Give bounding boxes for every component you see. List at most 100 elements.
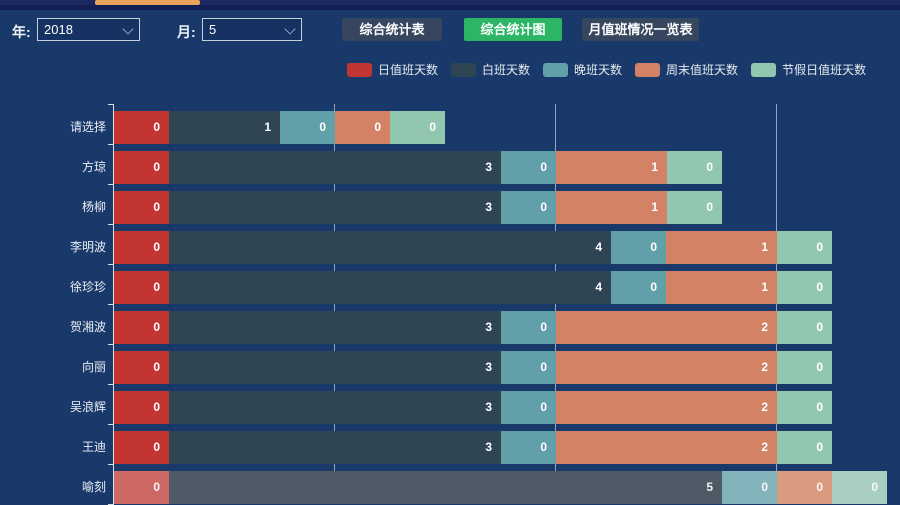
bar-segment[interactable]: 3	[169, 351, 501, 384]
toolbar: 年: 2018 月: 5 综合统计表 综合统计图 月值班情况一览表	[0, 0, 900, 56]
bar-segment[interactable]: 0	[777, 231, 832, 264]
bar-segment[interactable]: 1	[556, 151, 667, 184]
bar-segment[interactable]: 3	[169, 391, 501, 424]
summary-table-button[interactable]: 综合统计表	[342, 18, 442, 41]
bar-segment[interactable]: 1	[666, 271, 777, 304]
bar-segment[interactable]: 0	[777, 311, 832, 344]
legend-item-2[interactable]: 晚班天数	[543, 61, 622, 78]
bar-segment[interactable]: 1	[169, 111, 280, 144]
bar-segment[interactable]: 0	[335, 111, 390, 144]
bar-segment[interactable]: 0	[611, 231, 666, 264]
bar-segment[interactable]: 0	[501, 191, 556, 224]
bar-segment[interactable]: 0	[501, 431, 556, 464]
bar-segment[interactable]: 1	[666, 231, 777, 264]
month-label: 月:	[177, 24, 196, 40]
bar-segment[interactable]: 0	[114, 311, 169, 344]
bar-segment[interactable]: 0	[114, 271, 169, 304]
bar-segment[interactable]: 3	[169, 151, 501, 184]
bar-segment[interactable]: 0	[501, 391, 556, 424]
bar-segment[interactable]: 0	[390, 111, 445, 144]
monthly-duty-list-button[interactable]: 月值班情况一览表	[582, 18, 699, 41]
category-label: 吴浪辉	[69, 400, 106, 414]
month-select[interactable]: 5	[202, 18, 302, 41]
legend-label: 节假日值班天数	[782, 63, 867, 77]
bar-segment[interactable]: 2	[556, 431, 777, 464]
bar-segment[interactable]: 3	[169, 431, 501, 464]
y-axis-tick	[108, 144, 114, 145]
x-gridline	[334, 104, 335, 504]
y-axis-tick	[108, 384, 114, 385]
bar-segment[interactable]: 0	[777, 391, 832, 424]
category-label: 王迪	[81, 440, 106, 454]
bar-segment[interactable]: 5	[169, 471, 722, 504]
y-axis-tick	[108, 184, 114, 185]
bar-segment[interactable]: 0	[777, 431, 832, 464]
bar-segment[interactable]: 0	[667, 151, 722, 184]
bar-segment[interactable]: 2	[556, 391, 777, 424]
bar-segment[interactable]: 0	[114, 151, 169, 184]
bar-segment[interactable]: 0	[114, 191, 169, 224]
bar-segment[interactable]: 0	[114, 471, 169, 504]
legend-swatch	[451, 62, 477, 77]
chart-legend: 日值班天数 白班天数 晚班天数 周末值班天数 节假日值班天数	[347, 61, 879, 78]
bar-segment[interactable]: 4	[169, 271, 611, 304]
bar-segment[interactable]: 0	[114, 111, 169, 144]
bar-segment[interactable]: 3	[169, 191, 501, 224]
category-label: 向丽	[81, 360, 106, 374]
top-scrollbar-track	[0, 0, 900, 5]
bar-segment[interactable]: 1	[556, 191, 667, 224]
y-axis-tick	[108, 264, 114, 265]
bar-segment[interactable]: 0	[280, 111, 335, 144]
bar-segment[interactable]: 0	[501, 151, 556, 184]
y-axis-tick	[108, 464, 114, 465]
legend-label: 晚班天数	[574, 63, 623, 77]
top-scrollbar-thumb[interactable]	[95, 0, 200, 5]
bar-segment[interactable]: 0	[777, 271, 832, 304]
y-axis-tick	[108, 344, 114, 345]
legend-item-0[interactable]: 日值班天数	[347, 61, 438, 78]
bar-segment[interactable]: 0	[114, 391, 169, 424]
bar-segment[interactable]: 0	[501, 351, 556, 384]
year-label: 年:	[12, 24, 31, 40]
legend-item-3[interactable]: 周末值班天数	[635, 61, 738, 78]
legend-swatch	[347, 62, 372, 77]
x-gridline	[776, 104, 777, 504]
category-label: 杨柳	[81, 200, 106, 214]
category-label: 李明波	[69, 240, 106, 254]
bar-segment[interactable]: 0	[722, 471, 777, 504]
category-label: 喻刻	[81, 480, 106, 494]
legend-swatch	[751, 62, 777, 77]
legend-label: 周末值班天数	[666, 63, 739, 77]
legend-swatch	[635, 62, 661, 77]
legend-swatch	[543, 62, 569, 77]
bar-segment[interactable]: 0	[114, 351, 169, 384]
category-label: 徐珍珍	[69, 280, 106, 294]
bar-segment[interactable]: 0	[501, 311, 556, 344]
category-label: 方琼	[81, 160, 106, 174]
month-select-value: 5	[209, 22, 217, 37]
top-strip-band	[0, 5, 900, 10]
bar-segment[interactable]: 0	[611, 271, 666, 304]
bar-segment[interactable]: 0	[667, 191, 722, 224]
y-axis-tick	[108, 424, 114, 425]
summary-chart-button[interactable]: 综合统计图	[464, 18, 562, 41]
bar-segment[interactable]: 0	[777, 351, 832, 384]
bar-segment[interactable]: 2	[556, 311, 777, 344]
year-select[interactable]: 2018	[37, 18, 140, 41]
legend-item-4[interactable]: 节假日值班天数	[751, 61, 866, 78]
bar-segment[interactable]: 2	[556, 351, 777, 384]
bar-segment[interactable]: 4	[169, 231, 611, 264]
y-axis-tick	[108, 304, 114, 305]
legend-item-1[interactable]: 白班天数	[451, 61, 530, 78]
bar-segment[interactable]: 0	[114, 431, 169, 464]
bar-segment[interactable]: 3	[169, 311, 501, 344]
bar-segment[interactable]: 0	[777, 471, 832, 504]
bar-segment[interactable]: 0	[832, 471, 887, 504]
x-gridline	[555, 104, 556, 504]
bar-segment[interactable]: 0	[114, 231, 169, 264]
y-axis-tick	[108, 224, 114, 225]
legend-label: 白班天数	[482, 63, 531, 77]
year-select-value: 2018	[44, 22, 73, 37]
y-axis-tick	[108, 104, 114, 105]
